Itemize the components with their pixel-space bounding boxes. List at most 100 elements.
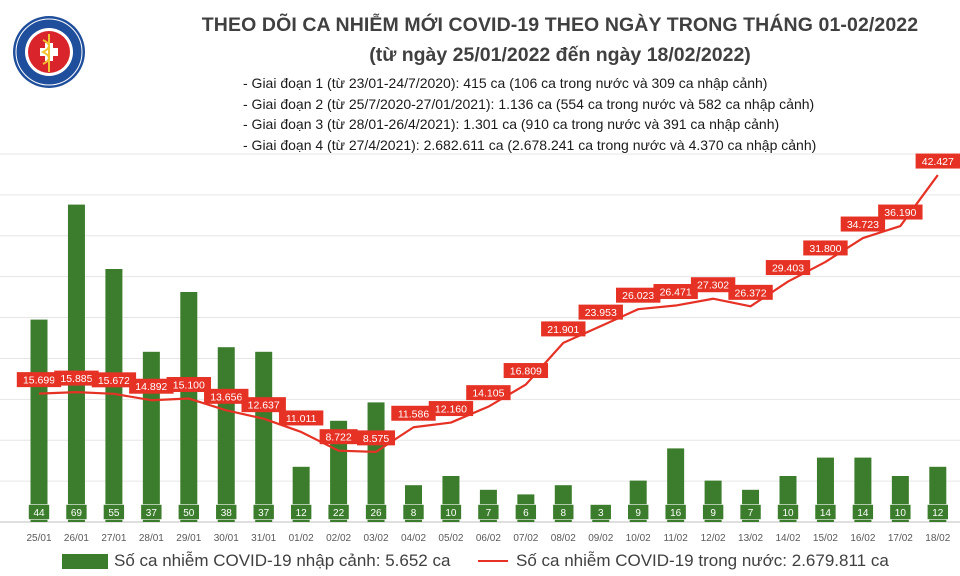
line-label-box-17/02 [878, 204, 923, 220]
line-label-box-16/02 [840, 216, 886, 232]
bar-label-box-18/02 [926, 504, 949, 520]
line-label-box-12/02 [690, 277, 736, 293]
bar-label-05/02: 10 [445, 508, 457, 519]
bar-label-box-07/02 [515, 504, 537, 520]
bar-label-04/02: 8 [411, 508, 417, 519]
line-label-box-26/01 [54, 370, 99, 386]
bar-imported-25/01 [30, 319, 48, 522]
line-label-18/02: 42.427 [922, 156, 954, 168]
bar-label-box-10/02 [627, 504, 650, 520]
x-tick-04/02: 04/02 [401, 533, 426, 544]
x-tick-15/02: 15/02 [813, 533, 838, 544]
bar-imported-26/01 [67, 204, 85, 522]
line-label-box-28/01 [129, 378, 174, 394]
bar-label-26/01: 69 [71, 508, 83, 519]
line-label-06/02: 14.105 [472, 388, 504, 400]
line-label-box-25/01 [16, 372, 62, 388]
bar-label-12/02: 9 [710, 508, 716, 519]
line-label-box-15/02 [803, 240, 848, 256]
x-tick-26/01: 26/01 [64, 533, 89, 544]
x-tick-28/01: 28/01 [139, 533, 164, 544]
x-tick-14/02: 14/02 [775, 533, 800, 544]
x-tick-18/02: 18/02 [925, 533, 950, 544]
legend-domestic-label: Số ca nhiễm COVID-19 trong nước: 2.679.8… [516, 551, 889, 570]
legend-line-swatch [478, 560, 508, 562]
bar-label-31/01: 37 [258, 508, 270, 519]
bar-label-11/02: 16 [670, 508, 682, 519]
bar-label-box-08/02 [552, 504, 575, 520]
line-label-box-06/02 [466, 385, 511, 401]
bar-label-06/02: 7 [486, 508, 492, 519]
x-tick-30/01: 30/01 [214, 533, 239, 544]
bar-label-box-17/02 [889, 504, 912, 520]
bar-label-box-27/01 [103, 504, 125, 520]
line-label-box-14/02 [765, 260, 811, 276]
phase-note-2: - Giai đoạn 2 (từ 25/7/2020-27/01/2021):… [243, 95, 815, 112]
line-label-09/02: 23.953 [585, 307, 617, 319]
line-label-box-07/02 [503, 363, 549, 379]
line-label-03/02: 8.575 [363, 433, 389, 445]
line-label-box-27/01 [91, 372, 137, 388]
bar-label-07/02: 6 [523, 508, 529, 519]
bar-label-box-06/02 [477, 504, 500, 520]
bar-label-box-11/02 [664, 504, 687, 520]
bar-label-02/02: 22 [333, 508, 345, 519]
line-label-box-31/01 [241, 397, 286, 413]
bar-label-29/01: 50 [183, 508, 195, 519]
line-label-11/02: 26.471 [660, 287, 692, 299]
line-label-04/02: 11.586 [398, 408, 429, 420]
line-label-16/02: 34.723 [847, 219, 879, 231]
phase-note-1: - Giai đoạn 1 (từ 23/01-24/7/2020): 415 … [243, 75, 768, 91]
x-tick-10/02: 10/02 [626, 533, 651, 544]
x-tick-13/02: 13/02 [738, 533, 763, 544]
bar-label-10/02: 9 [635, 508, 641, 519]
bar-label-box-04/02 [402, 504, 425, 520]
line-label-13/02: 26.372 [734, 287, 766, 299]
bar-label-box-13/02 [739, 504, 762, 520]
line-label-27/01: 15.672 [98, 375, 130, 387]
x-tick-06/02: 06/02 [476, 533, 501, 544]
bar-imported-11/02 [667, 448, 685, 522]
bar-imported-28/01 [142, 351, 160, 522]
bar-label-03/02: 26 [370, 508, 382, 519]
bar-label-18/02: 12 [932, 508, 944, 519]
bar-label-17/02: 10 [895, 508, 907, 519]
x-tick-01/02: 01/02 [289, 533, 314, 544]
bar-label-box-03/02 [365, 504, 387, 520]
line-label-25/01: 15.699 [23, 375, 55, 387]
bar-label-box-05/02 [440, 504, 462, 520]
x-tick-05/02: 05/02 [438, 533, 463, 544]
line-label-box-18/02 [915, 153, 960, 169]
bar-label-01/02: 12 [296, 508, 308, 519]
x-tick-03/02: 03/02 [364, 533, 389, 544]
x-tick-12/02: 12/02 [701, 533, 726, 544]
line-label-box-11/02 [653, 284, 698, 300]
line-label-box-05/02 [428, 401, 474, 417]
line-label-29/01: 15.100 [173, 380, 205, 392]
bar-label-box-16/02 [852, 504, 874, 520]
line-label-26/01: 15.885 [60, 373, 92, 385]
bar-label-08/02: 8 [561, 508, 567, 519]
legend-imported: Số ca nhiễm COVID-19 nhập cảnh: 5.652 ca [62, 549, 450, 573]
x-tick-16/02: 16/02 [850, 533, 875, 544]
chart-subtitle: (từ ngày 25/01/2022 đến ngày 18/02/2022) [369, 44, 751, 66]
bar-label-09/02: 3 [598, 508, 604, 519]
line-label-box-03/02 [357, 430, 396, 446]
bar-label-box-14/02 [777, 504, 799, 520]
line-label-31/01: 12.637 [248, 400, 280, 412]
bar-label-box-26/01 [65, 504, 88, 520]
line-label-box-08/02 [541, 321, 586, 337]
line-label-08/02: 21.901 [547, 324, 579, 336]
bar-label-box-29/01 [178, 504, 200, 520]
bar-imported-27/01 [105, 269, 123, 522]
bar-label-30/01: 38 [221, 508, 233, 519]
line-label-02/02: 8.722 [325, 432, 351, 444]
bar-imported-31/01 [255, 351, 273, 522]
line-label-box-13/02 [728, 284, 773, 300]
x-tick-17/02: 17/02 [888, 533, 913, 544]
line-label-box-30/01 [204, 388, 249, 404]
ministry-of-health-logo [13, 16, 85, 88]
line-label-box-01/02 [278, 410, 324, 426]
phase-notes: - Giai đoạn 1 (từ 23/01-24/7/2020): 415 … [243, 73, 816, 155]
